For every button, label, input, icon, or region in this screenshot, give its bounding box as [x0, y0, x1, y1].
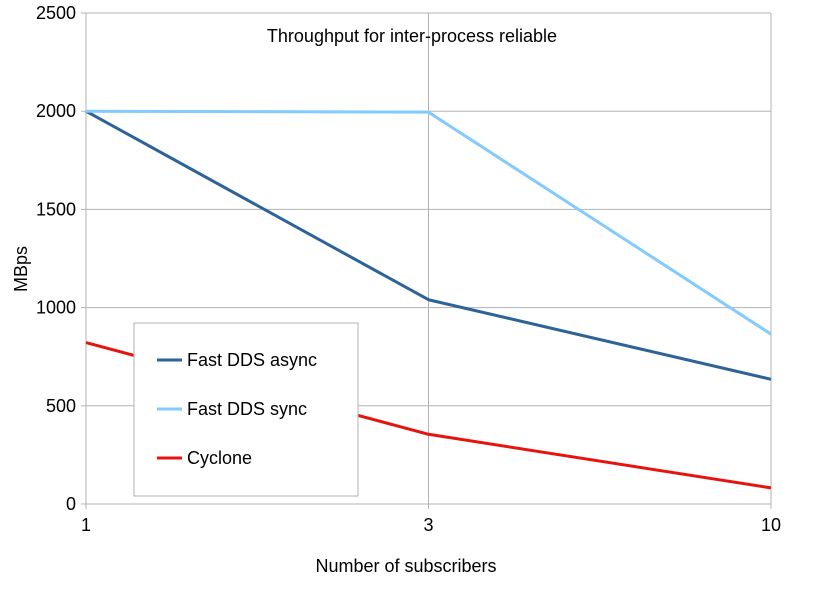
y-tick-labels: 0 500 1000 1500 2000 2500 [36, 3, 76, 514]
x-tick-label: 10 [761, 515, 781, 535]
x-axis-label: Number of subscribers [315, 556, 496, 576]
y-tick-label: 2000 [36, 101, 76, 121]
axes [81, 12, 772, 509]
y-axis-label: MBps [11, 246, 31, 292]
legend-label: Fast DDS sync [187, 399, 307, 419]
x-tick-labels: 1 3 10 [81, 515, 781, 535]
y-tick-label: 500 [46, 396, 76, 416]
series-line [85, 109, 772, 381]
series-line [85, 109, 772, 336]
chart-title: Throughput for inter-process reliable [267, 26, 557, 46]
legend: Fast DDS async Fast DDS sync Cyclone [133, 322, 359, 497]
y-tick-label: 0 [66, 494, 76, 514]
x-tick-label: 1 [81, 515, 91, 535]
legend-label: Fast DDS async [187, 350, 317, 370]
legend-label: Cyclone [187, 448, 252, 468]
y-tick-label: 1000 [36, 298, 76, 318]
y-tick-label: 1500 [36, 199, 76, 219]
y-tick-label: 2500 [36, 3, 76, 23]
x-tick-label: 3 [423, 515, 433, 535]
